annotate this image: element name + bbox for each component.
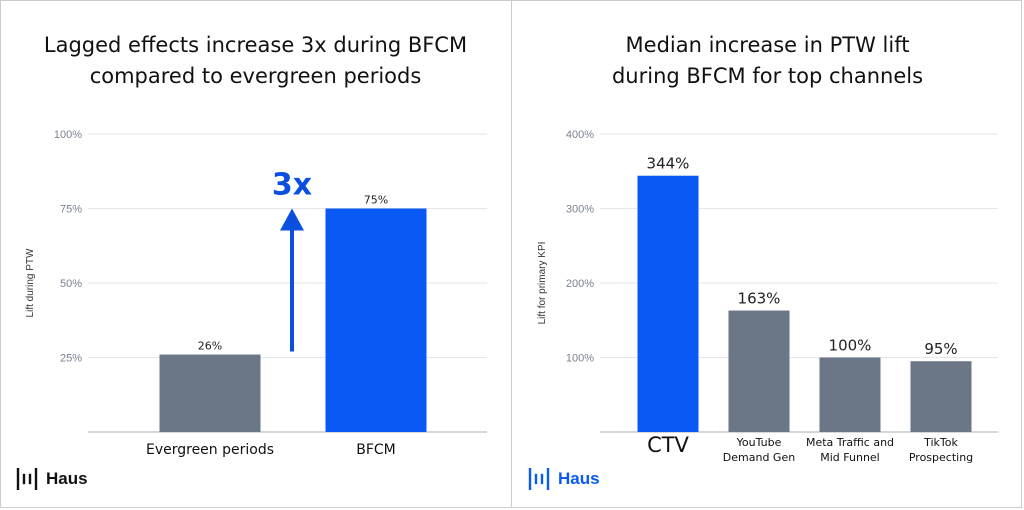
y-tick-label: 50% <box>60 278 82 290</box>
panel-divider <box>511 0 512 508</box>
x-category-label: Meta Traffic and <box>806 436 894 449</box>
bar <box>637 175 699 432</box>
left-chart-title: Lagged effects increase 3x during BFCM c… <box>0 30 511 92</box>
y-tick-label: 75% <box>60 204 82 216</box>
bar-value-label: 95% <box>924 340 957 358</box>
bar <box>325 208 427 432</box>
x-category-label: Mid Funnel <box>820 451 880 464</box>
y-tick-label: 25% <box>60 353 82 365</box>
bar-value-label: 100% <box>829 337 872 355</box>
x-category-label: TikTok <box>923 436 958 449</box>
bar-value-label: 26% <box>198 340 222 353</box>
left-bar-chart: 25% 50% 75% 100% Lift during PTW 26% Evergreen… <box>25 129 487 458</box>
right-chart-title: Median increase in PTW lift during BFCM … <box>512 30 1023 92</box>
bar-value-label: 344% <box>647 155 690 173</box>
right-chart-title-line-2: during BFCM for top channels <box>611 64 924 88</box>
right-chart-title-line-1: Median increase in PTW lift <box>625 33 910 57</box>
left-chart-title-line-1: Lagged effects increase 3x during BFCM <box>43 33 468 57</box>
bar <box>159 354 261 432</box>
y-tick-label: 300% <box>566 204 594 216</box>
bar <box>728 310 790 432</box>
left-chart-panel: Lagged effects increase 3x during BFCM c… <box>0 0 511 508</box>
x-category-label: Demand Gen <box>723 451 795 464</box>
annotation-arrow-head <box>280 208 304 231</box>
y-tick-label: 400% <box>566 129 594 141</box>
bar <box>910 361 972 432</box>
haus-logo-icon <box>528 468 550 490</box>
bar <box>819 357 881 432</box>
y-tick-label: 100% <box>566 353 594 365</box>
right-bar-chart: 100% 200% 300% 400% Lift for primary KPI 344%… <box>537 129 998 464</box>
annotation-3x-label: 3x <box>272 168 312 203</box>
x-category-label: Evergreen periods <box>146 442 274 458</box>
x-category-label: Prospecting <box>909 451 973 464</box>
y-axis-label: Lift for primary KPI <box>537 242 548 325</box>
haus-logo-text: Haus <box>46 469 88 488</box>
x-category-label: YouTube <box>736 436 782 449</box>
y-tick-label: 100% <box>54 129 82 141</box>
haus-logo-text: Haus <box>558 469 600 488</box>
haus-logo-icon <box>16 468 38 490</box>
x-category-label: BFCM <box>356 442 396 458</box>
right-haus-logo: Haus <box>528 468 600 490</box>
y-axis-label: Lift during PTW <box>25 248 36 317</box>
right-chart-panel: Median increase in PTW lift during BFCM … <box>512 0 1023 508</box>
bar-value-label: 163% <box>738 290 781 308</box>
bar-value-label: 75% <box>364 194 388 207</box>
left-haus-logo: Haus <box>16 468 88 490</box>
y-tick-label: 200% <box>566 278 594 290</box>
left-chart-title-line-2: compared to evergreen periods <box>89 64 422 88</box>
x-category-label: CTV <box>647 433 689 457</box>
